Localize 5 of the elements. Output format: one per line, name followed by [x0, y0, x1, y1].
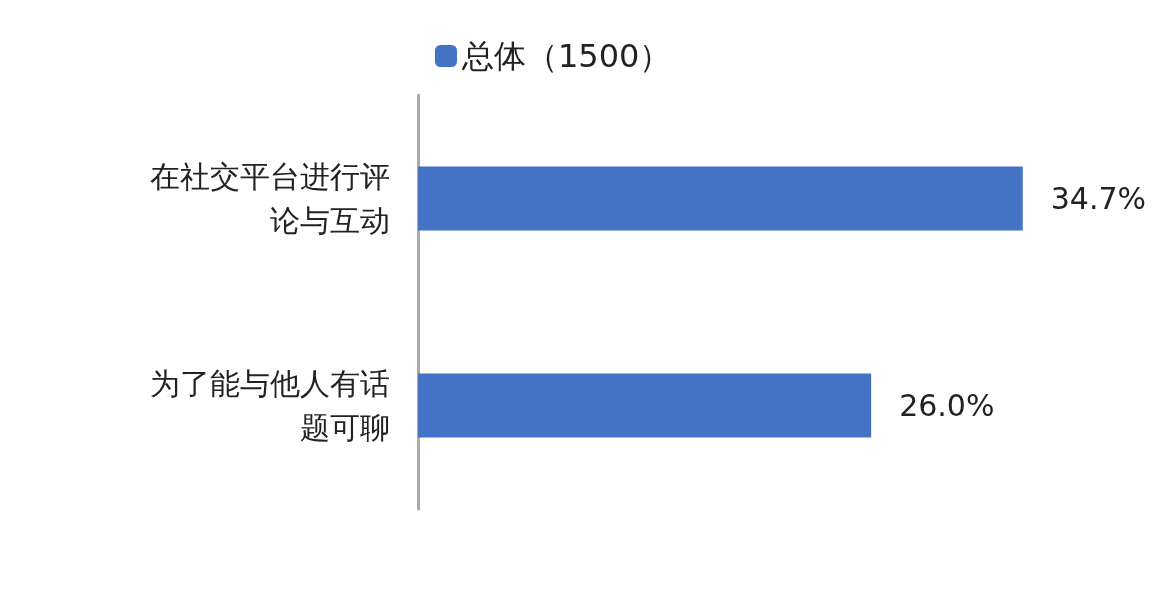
data-label: 34.7% — [1050, 181, 1147, 216]
y-tick-label: 在社交平台进行评论与互动 — [150, 159, 390, 238]
data-label: 26.0% — [899, 388, 995, 423]
y-tick-label: 为了能与他人有话题可聊 — [150, 366, 390, 445]
legend-label: 总体（1500） — [461, 37, 672, 75]
